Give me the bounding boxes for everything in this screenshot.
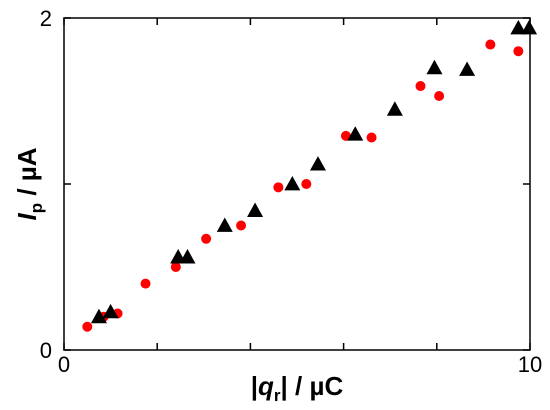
x-tick-label: 10 bbox=[518, 352, 542, 377]
x-axis-title-post: | / µC bbox=[281, 371, 344, 401]
y-axis-title-var: I bbox=[12, 213, 42, 221]
triangle-point bbox=[426, 59, 443, 75]
x-tick-label: 0 bbox=[58, 352, 70, 377]
triangle-point bbox=[347, 126, 364, 141]
circle-point bbox=[340, 130, 351, 141]
circle-point bbox=[513, 46, 524, 57]
triangle-point bbox=[309, 156, 326, 171]
circle-point bbox=[366, 132, 377, 143]
tick-labels: 0 10 0 2 bbox=[40, 6, 542, 377]
triangle-point bbox=[521, 19, 538, 35]
x-axis-title-sub: r bbox=[274, 386, 281, 405]
y-axis-title: Ip / µA bbox=[12, 147, 46, 220]
triangle-point bbox=[386, 101, 403, 116]
x-axis-title: |qr| / µC bbox=[251, 371, 344, 405]
plot-frame bbox=[63, 17, 531, 351]
circle-point bbox=[170, 262, 181, 272]
triangle-point bbox=[216, 217, 233, 232]
y-tick-label: 2 bbox=[40, 6, 52, 31]
y-axis-title-sub: p bbox=[27, 203, 46, 213]
circle-point bbox=[434, 91, 445, 102]
y-tick-label: 0 bbox=[40, 338, 52, 363]
triangle-point bbox=[247, 202, 264, 217]
data-points bbox=[82, 19, 538, 332]
axis-ticks bbox=[63, 17, 531, 351]
triangle-point bbox=[459, 61, 476, 76]
x-axis-title-var: q bbox=[258, 371, 274, 401]
circle-point bbox=[82, 321, 93, 332]
circle-point bbox=[236, 220, 247, 231]
circle-point bbox=[273, 182, 284, 193]
circle-point bbox=[140, 278, 151, 289]
triangle-point bbox=[284, 176, 301, 191]
circle-point bbox=[415, 81, 426, 92]
circle-point bbox=[301, 179, 312, 189]
circle-point bbox=[485, 39, 496, 50]
triangle-point bbox=[102, 303, 119, 319]
x-axis-title-pre: | bbox=[251, 371, 258, 401]
triangle-point bbox=[179, 249, 196, 264]
triangle-point bbox=[90, 308, 107, 324]
triangle-point bbox=[510, 19, 527, 35]
y-axis-title-post: / µA bbox=[12, 147, 42, 203]
circle-point bbox=[201, 233, 212, 244]
